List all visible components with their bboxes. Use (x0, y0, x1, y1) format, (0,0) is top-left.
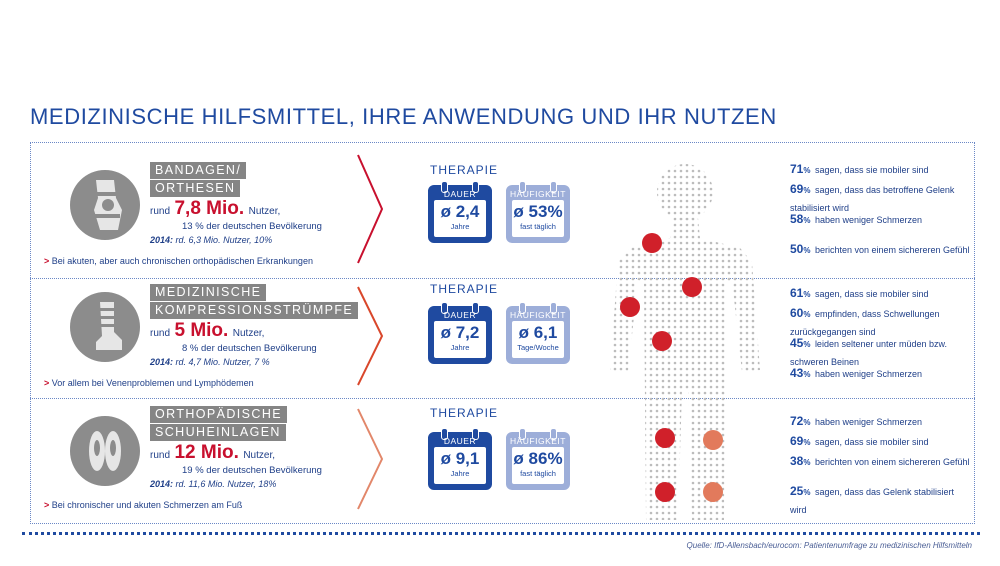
stat-item: 60% empfinden, dass Schwellungen zurückg… (790, 306, 940, 337)
user-count: rund 12 Mio. Nutzer, (150, 442, 276, 463)
category-tag: BANDAGEN/ ORTHESEN (150, 162, 247, 197)
category-tag: MEDIZINISCHE KOMPRESSIONSSTRÜMPFE (150, 284, 359, 319)
therapie-heading: THERAPIE (430, 282, 499, 296)
usage-note: > Bei chronischer und akuten Schmerzen a… (44, 500, 243, 510)
user-count: rund 7,8 Mio. Nutzer, (150, 198, 281, 219)
section-divider (30, 278, 975, 279)
stat-item: 25% sagen, dass das Gelenk stabilisiert … (790, 484, 955, 515)
stat-item: 45% leiden seltener unter müden bzw. sch… (790, 336, 948, 367)
usage-note: > Vor allem bei Venenproblemen und Lymph… (44, 378, 254, 388)
pain-point-knee-right (703, 430, 723, 450)
stat-item: 69% sagen, dass das betroffene Gelenk st… (790, 182, 955, 213)
stat-item: 38% berichten von einem sichereren Gefüh… (790, 454, 970, 468)
previous-year: 2014: rd. 11,6 Mio. Nutzer, 18% (150, 479, 277, 489)
usage-note: > Bei akuten, aber auch chronischen orth… (44, 256, 313, 266)
population-share: 13 % der deutschen Bevölkerung (182, 221, 322, 232)
stat-item: 72% haben weniger Schmerzen (790, 414, 923, 428)
insoles-icon (70, 416, 140, 486)
compression-stocking-icon (70, 292, 140, 362)
pain-point-elbow (682, 277, 702, 297)
therapie-heading: THERAPIE (430, 163, 499, 177)
dauer-calendar-icon: DAUER ø 7,2 Jahre (428, 302, 492, 364)
population-share: 8 % der deutschen Bevölkerung (182, 343, 317, 354)
haeufigkeit-calendar-icon: HÄUFIGKEIT ø 86% fast täglich (506, 428, 570, 490)
page-title: MEDIZINISCHE HILFSMITTEL, IHRE ANWENDUNG… (30, 104, 777, 129)
chevron-right-icon (357, 286, 384, 386)
chevron-right-icon (357, 154, 384, 264)
stat-item: 61% sagen, dass sie mobiler sind (790, 286, 929, 300)
pain-point-ankle-right (703, 482, 723, 502)
stat-item: 58% haben weniger Schmerzen (790, 212, 923, 226)
category-tag: ORTHOPÄDISCHE SCHUHEINLAGEN (150, 406, 288, 441)
dauer-calendar-icon: DAUER ø 2,4 Jahre (428, 181, 492, 243)
previous-year: 2014: rd. 4,7 Mio. Nutzer, 7 % (150, 357, 270, 367)
section-divider (30, 398, 975, 399)
chevron-right-icon (357, 408, 384, 510)
pain-point-knee-left (655, 428, 675, 448)
pain-point-shoulder (642, 233, 662, 253)
therapie-heading: THERAPIE (430, 406, 499, 420)
infographic-frame (30, 142, 975, 524)
footer-divider (22, 532, 980, 535)
haeufigkeit-calendar-icon: HÄUFIGKEIT ø 6,1 Tage/Woche (506, 302, 570, 364)
stat-item: 69% sagen, dass sie mobiler sind (790, 434, 929, 448)
body-silhouette-icon (610, 164, 760, 520)
pain-point-ankle-left (655, 482, 675, 502)
population-share: 19 % der deutschen Bevölkerung (182, 465, 322, 476)
user-count: rund 5 Mio. Nutzer, (150, 320, 265, 341)
previous-year: 2014: rd. 6,3 Mio. Nutzer, 10% (150, 235, 273, 245)
stat-item: 50% berichten von einem sichereren Gefüh… (790, 242, 970, 256)
stat-item: 71% sagen, dass sie mobiler sind (790, 162, 929, 176)
knee-brace-icon (70, 170, 140, 240)
stat-item: 43% haben weniger Schmerzen (790, 366, 923, 380)
dauer-calendar-icon: DAUER ø 9,1 Jahre (428, 428, 492, 490)
pain-point-hip (652, 331, 672, 351)
pain-point-wrist (620, 297, 640, 317)
haeufigkeit-calendar-icon: HÄUFIGKEIT ø 53% fast täglich (506, 181, 570, 243)
source-note: Quelle: IfD-Allensbach/eurocom: Patiente… (686, 541, 972, 550)
